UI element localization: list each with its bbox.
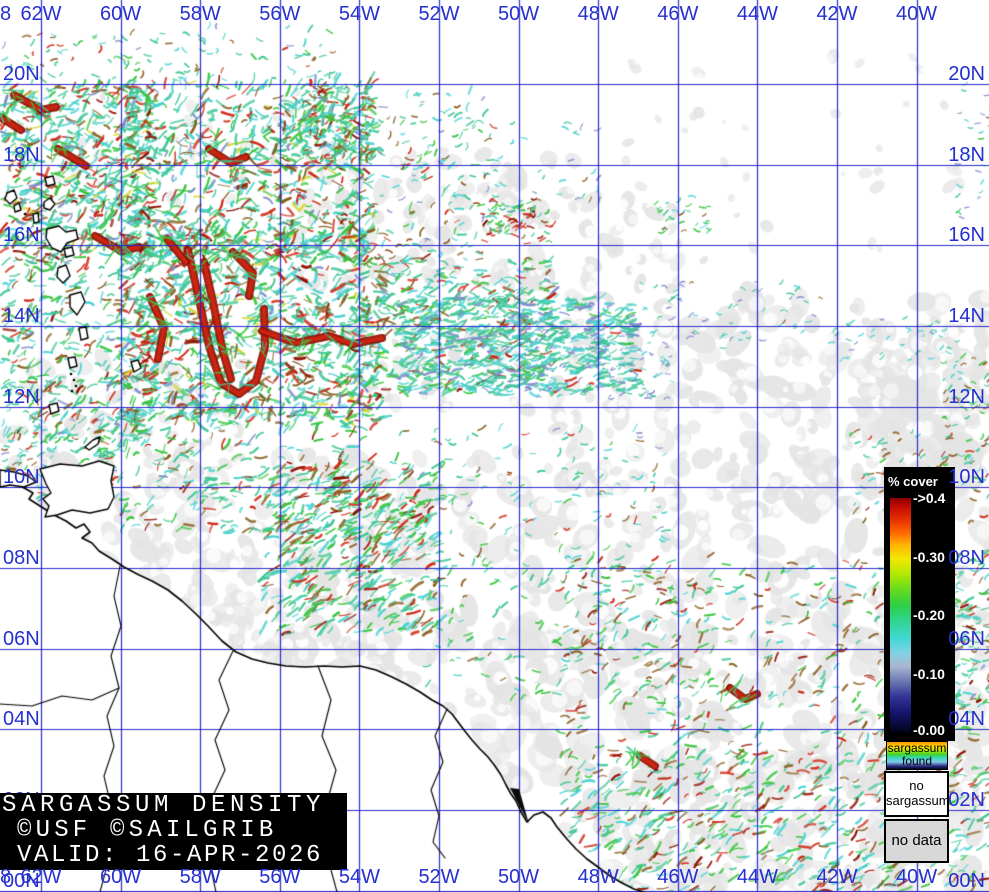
axis-label-bottom-42W: 42W (816, 866, 858, 888)
axis-label-left-12N: 12N (3, 385, 40, 408)
legend-tick-0.00: -0.00 (913, 722, 945, 738)
legend-tick->0.4: ->0.4 (913, 490, 946, 506)
axis-label-top-48W: 48W (577, 3, 619, 25)
axis-label-left-10N: 10N (3, 466, 40, 489)
axis-label-bottom-58W: 58W (179, 866, 221, 888)
axis-label-right-06N: 06N (948, 627, 985, 650)
axis-label-left-14N: 14N (3, 304, 40, 327)
axis-label-top-58W: 58W (179, 3, 221, 25)
axis-label-right-16N: 16N (948, 224, 985, 247)
axis-label-left-08N: 08N (3, 546, 40, 569)
axis-label-top-56W: 56W (259, 3, 301, 25)
axis-label-bottom-56W: 56W (259, 866, 301, 888)
axis-label-left-18N: 18N (3, 143, 40, 166)
axis-label-right-00N: 00N (948, 869, 985, 892)
map-title-box: SARGASSUM DENSITY ©USF ©SAILGRIB VALID: … (0, 793, 347, 870)
axis-label-bottom-44W: 44W (736, 866, 778, 888)
axis-label-top-52W: 52W (418, 3, 460, 25)
axis-label-top-54W: 54W (338, 3, 380, 25)
legend-found-line2: found (901, 754, 933, 768)
axis-label-bottom-48W: 48W (577, 866, 619, 888)
axis-label-top-62W: 62W (20, 3, 62, 25)
axis-label-right-18N: 18N (948, 143, 985, 166)
legend-found-line1: sargassum (887, 741, 947, 755)
axis-label-left-16N: 16N (3, 224, 40, 247)
axis-label-right-08N: 08N (948, 546, 985, 569)
axis-label-left-04N: 04N (3, 708, 40, 731)
axis-label-left-00N: 00N (3, 869, 40, 892)
axis-label-right-14N: 14N (948, 304, 985, 327)
axis-label-bottom-52W: 52W (418, 866, 460, 888)
axis-label-right-20N: 20N (948, 63, 985, 85)
legend-no-sargassum: no sargassum (884, 771, 950, 817)
legend-no-sargassum-line2: sargassum (886, 793, 950, 808)
axis-label-right-02N: 02N (948, 788, 985, 811)
axis-label-top-50W: 50W (498, 3, 540, 25)
map-valid-date: VALID: 16-APR-2026 (17, 843, 324, 868)
axis-label-top-60W: 60W (100, 3, 142, 25)
axis-label-top-46W: 46W (657, 3, 699, 25)
legend-tick-0.30: -0.30 (913, 548, 945, 565)
legend-cover-panel: % cover ->0.4 -0.30 -0.20 -0.10 -0.00 (884, 467, 955, 741)
axis-label-bottom-40W: 40W (896, 866, 938, 888)
axis-label-top-42W: 42W (816, 3, 858, 25)
map-title: SARGASSUM DENSITY (2, 793, 326, 818)
legend-tick-0.10: -0.10 (913, 665, 945, 682)
axis-label-left-06N: 06N (3, 627, 40, 650)
axis-label-right-04N: 04N (948, 708, 985, 731)
axis-label-right-12N: 12N (948, 385, 985, 408)
axis-label-right-10N: 10N (948, 466, 985, 489)
axis-label-top-38: 38 (0, 3, 12, 25)
map-credit: ©USF ©SAILGRIB (17, 818, 278, 843)
axis-label-bottom-60W: 60W (100, 866, 142, 888)
legend-cover-title: % cover (888, 474, 938, 489)
axis-label-bottom-54W: 54W (338, 866, 380, 888)
legend-tick-0.20: -0.20 (913, 607, 945, 623)
axis-label-bottom-62W: 62W (20, 866, 62, 888)
axis-label-top-40W: 40W (896, 3, 938, 25)
axis-label-left-20N: 20N (3, 63, 40, 85)
legend-no-data: no data (884, 819, 949, 863)
legend-colorbar (890, 498, 911, 732)
axis-label-bottom-38: 38 (0, 866, 12, 888)
legend-no-sargassum-line1: no (909, 778, 924, 793)
axis-label-top-44W: 44W (736, 3, 778, 25)
axis-label-bottom-46W: 46W (657, 866, 699, 888)
axis-label-bottom-50W: 50W (498, 866, 540, 888)
legend-sargassum-found: sargassum found (886, 741, 948, 770)
